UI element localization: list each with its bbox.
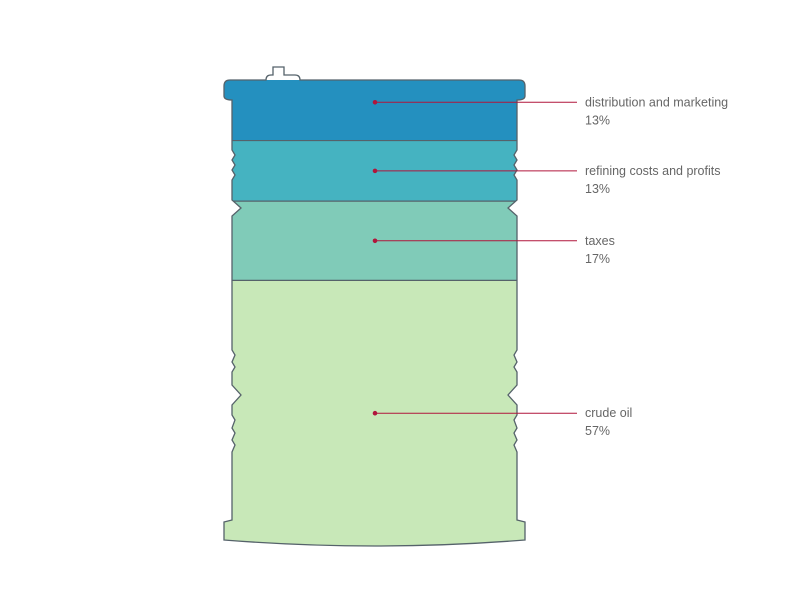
leader-dot	[372, 410, 378, 416]
value-label: 13%	[585, 113, 610, 127]
category-label: distribution and marketing	[585, 95, 728, 109]
category-label: taxes	[585, 234, 615, 248]
leader-dot	[372, 238, 378, 244]
category-label: refining costs and profits	[585, 164, 721, 178]
barrel-outline	[223, 66, 526, 547]
leader-dot	[372, 99, 378, 105]
segment-distribution-and-marketing	[224, 80, 525, 141]
value-label: 13%	[585, 182, 610, 196]
value-label: 17%	[585, 252, 610, 266]
value-label: 57%	[585, 424, 610, 438]
leader-dot	[372, 168, 378, 174]
category-label: crude oil	[585, 406, 632, 420]
